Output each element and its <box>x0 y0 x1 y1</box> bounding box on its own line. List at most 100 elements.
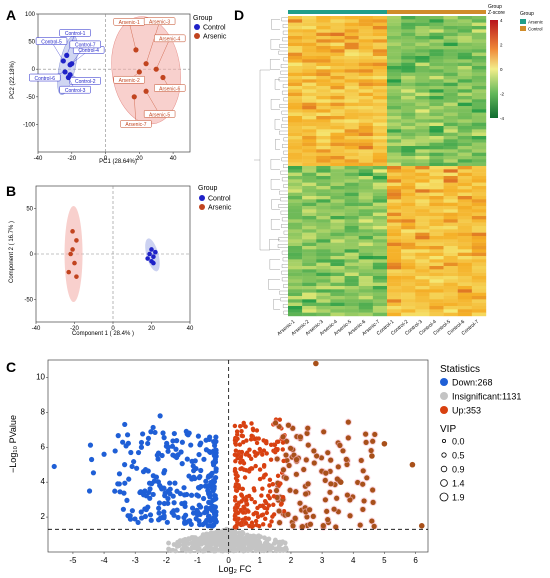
pca-arsenic-label-box <box>113 75 145 84</box>
heatmap-cell <box>443 89 458 93</box>
heatmap-cell <box>457 229 473 233</box>
heatmap-cell <box>429 116 444 120</box>
heatmap-legend-control: Control <box>528 27 543 32</box>
volcano-point-up <box>276 439 281 444</box>
heatmap-cell <box>302 59 317 63</box>
heatmap-cell <box>429 126 444 130</box>
heatmap-cell <box>344 92 359 97</box>
heatmap-cell <box>358 209 374 213</box>
heatmap-cell <box>401 256 416 260</box>
heatmap-cell <box>457 62 473 67</box>
volcano-point-insignificant <box>212 547 217 553</box>
heatmap-cell <box>457 239 473 243</box>
heatmap-cell <box>358 112 374 117</box>
heatmap-cell <box>358 79 374 83</box>
heatmap-cell <box>387 212 402 217</box>
heatmap-cell <box>344 132 359 137</box>
heatmap-cell <box>401 56 416 60</box>
volcano-point-up <box>323 470 329 476</box>
volcano-point-down <box>212 493 218 499</box>
heatmap-cell <box>429 82 444 87</box>
volcano-legend-down: Down:268 <box>452 378 493 388</box>
heatmap-cell <box>302 179 317 183</box>
heatmap-cell <box>316 269 331 273</box>
volcano-point-down <box>186 430 192 436</box>
heatmap-cell <box>344 219 359 223</box>
volcano-point-up <box>262 498 268 504</box>
volcano-point-down <box>208 479 214 486</box>
heatmap-cell <box>330 256 345 260</box>
heatmap-cell <box>401 259 416 263</box>
heatmap-cell <box>415 282 430 287</box>
heatmap-cell <box>415 79 430 83</box>
heatmap-cell <box>344 36 359 40</box>
volcano-point-up <box>274 456 280 462</box>
volcano-point-up <box>246 493 252 499</box>
heatmap-cell <box>372 306 388 310</box>
heatmap-cell <box>316 149 331 153</box>
heatmap-cell <box>401 122 416 127</box>
volcano-point-up <box>347 513 353 519</box>
heatmap-cell <box>401 209 416 213</box>
heatmap-cell <box>429 199 444 203</box>
heatmap-cell <box>344 282 359 287</box>
heatmap-cell <box>372 282 388 287</box>
heatmap-dendrogram-branch <box>277 244 288 248</box>
heatmap-cell <box>443 286 458 290</box>
volcano-point-down <box>167 480 173 486</box>
volcano-point-up <box>313 360 319 367</box>
pca-arsenic-ellipse <box>111 16 181 125</box>
heatmap-cell <box>471 166 487 170</box>
volcano-point-up <box>234 523 239 528</box>
heatmap-cell <box>457 146 473 150</box>
heatmap-cell <box>471 86 487 90</box>
heatmap-cell <box>401 216 416 220</box>
volcano-point-up <box>242 475 248 480</box>
heatmap-cell <box>401 26 416 30</box>
heatmap-cell <box>330 136 345 140</box>
volcano-point-up <box>260 452 265 457</box>
heatmap-cell <box>415 72 430 77</box>
heatmap-cell <box>358 109 374 113</box>
heatmap-cell <box>358 86 374 90</box>
heatmap-cell <box>358 256 374 260</box>
heatmap-cell <box>330 169 345 173</box>
heatmap-scale-tick: -4 <box>500 116 504 121</box>
volcano-point-down <box>161 513 167 519</box>
heatmap-cell <box>344 116 359 120</box>
heatmap-cell <box>372 139 388 143</box>
heatmap-cell <box>358 46 374 50</box>
heatmap-cell <box>401 182 416 187</box>
volcano-point-up <box>314 453 320 459</box>
heatmap-cell <box>316 42 331 47</box>
volcano-point-down <box>211 496 218 503</box>
heatmap-dendrogram-branch <box>281 224 288 228</box>
volcano-point-up <box>293 489 299 495</box>
volcano-point-up <box>369 453 375 459</box>
volcano-point-down <box>161 470 167 476</box>
heatmap-cell <box>330 36 345 40</box>
heatmap-cell <box>302 279 317 283</box>
heatmap-cell <box>316 289 331 293</box>
volcano-point-up <box>343 456 349 462</box>
heatmap-cell <box>415 102 430 107</box>
heatmap-cell <box>330 266 345 270</box>
heatmap-cell <box>415 262 430 267</box>
heatmap-dendrogram-branch <box>282 30 288 35</box>
heatmap-cell <box>471 136 487 140</box>
heatmap-cell <box>429 196 444 200</box>
volcano-point-down <box>203 478 209 484</box>
heatmap-cell <box>372 29 388 33</box>
heatmap-cell <box>457 126 473 130</box>
heatmap-cell <box>415 202 430 207</box>
volcano-point-down <box>169 443 176 449</box>
heatmap-cell <box>316 222 331 227</box>
volcano-point-down <box>184 456 190 462</box>
volcano-point-down <box>126 476 132 482</box>
heatmap-cell <box>415 189 430 193</box>
heatmap-cell <box>302 106 317 110</box>
plsda-control-point <box>151 260 156 266</box>
heatmap-cell <box>471 299 487 303</box>
heatmap-cell <box>387 309 402 313</box>
